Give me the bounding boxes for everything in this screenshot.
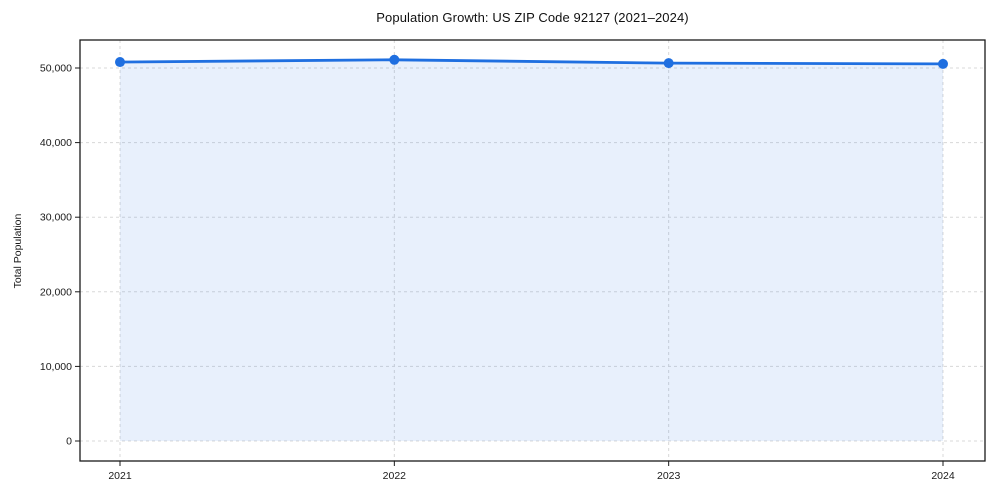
plot-frame [79,39,986,462]
data-line [118,58,945,66]
data-point [115,57,125,68]
y-tick-label: 10,000 [40,361,72,373]
y-axis-label: Total Population [12,213,24,288]
x-tick-label: 2024 [931,470,955,482]
x-tick-label: 2021 [108,470,132,482]
y-tick-label: 0 [66,436,72,448]
chart-title: Population Growth: US ZIP Code 92127 (20… [376,10,689,25]
x-tick-label: 2023 [657,470,681,482]
y-tick-label: 30,000 [40,212,72,224]
chart-layers: 0 10,000 20,000 30,000 40,000 50,000 2021 2022 2… [40,39,986,482]
data-point [938,58,948,69]
area-fill [120,59,943,441]
data-point [389,54,400,65]
y-tick-label: 40,000 [40,137,72,149]
x-tick-label: 2022 [383,470,407,482]
y-tick-label: 20,000 [40,286,72,298]
y-tick-label: 50,000 [40,63,72,75]
data-point [663,58,674,69]
